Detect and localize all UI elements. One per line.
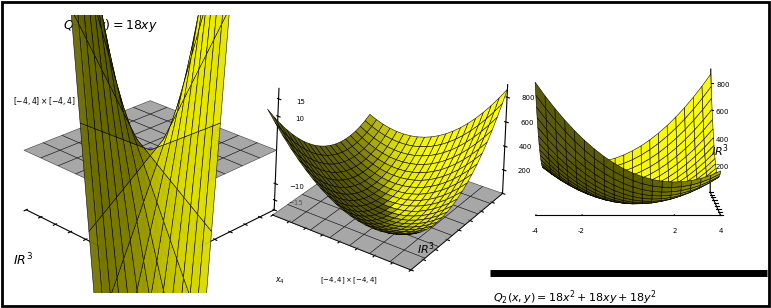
Text: $IR^3$: $IR^3$	[13, 251, 33, 268]
Text: $x_4$: $x_4$	[275, 275, 285, 286]
Text: $Q_2(x,y)=18x^2+18xy+18y^2$: $Q_2(x,y)=18x^2+18xy+18y^2$	[493, 289, 657, 307]
Text: $Q_1(x,y)=18xy$: $Q_1(x,y)=18xy$	[63, 17, 158, 34]
Text: $[-4,4]\times[-4,4]$: $[-4,4]\times[-4,4]$	[13, 95, 76, 107]
Text: $IR^3$: $IR^3$	[417, 241, 435, 257]
Text: $[-4,4]\times[-4,4]$: $[-4,4]\times[-4,4]$	[320, 276, 378, 286]
Text: $IR^3$: $IR^3$	[711, 142, 729, 159]
